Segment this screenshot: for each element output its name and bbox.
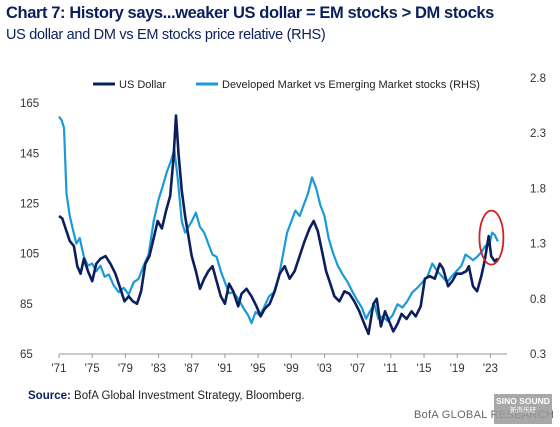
x-tick-label: '99	[284, 363, 299, 375]
chart-subtitle: US dollar and DM vs EM stocks price rela…	[6, 27, 326, 43]
x-tick-label: '87	[184, 363, 199, 375]
y-tick-label: 165	[20, 98, 39, 110]
chart-title: Chart 7: History says...weaker US dollar…	[6, 4, 494, 22]
y-axis-left: 65 85 105 125 145 165	[20, 98, 39, 361]
y2-tick-label: 0.8	[530, 294, 546, 306]
watermark-logo: SINO SOUND 新声乐研	[494, 394, 552, 424]
watermark-line1: SINO SOUND	[496, 396, 550, 406]
y2-tick-label: 1.3	[530, 239, 546, 251]
series-line-dm-vs-em	[58, 115, 499, 325]
x-tick-label: '79	[118, 363, 133, 375]
y2-tick-label: 2.8	[530, 73, 546, 85]
y-tick-label: 65	[20, 349, 33, 361]
x-tick-label: '83	[151, 363, 166, 375]
y2-tick-label: 1.8	[530, 183, 546, 195]
y-tick-label: 145	[20, 148, 39, 160]
x-tick-label: '91	[217, 363, 232, 375]
x-tick-label: '07	[350, 363, 365, 375]
x-tick-label: '23	[483, 363, 498, 375]
x-tick-label: '03	[317, 363, 332, 375]
legend-label: Developed Market vs Emerging Market stoc…	[222, 79, 480, 91]
highlight-circle	[478, 209, 505, 266]
x-tick-label: '71	[52, 363, 67, 375]
source-note: Source: BofA Global Investment Strategy,…	[28, 390, 305, 402]
x-tick-label: '11	[384, 363, 398, 375]
chart-legend: US Dollar Developed Market vs Emerging Ma…	[93, 79, 480, 91]
y-tick-label: 125	[20, 198, 39, 210]
x-tick-label: '75	[85, 363, 100, 375]
x-axis: '71 '75 '79 '83 '87 '91 '95 '99 '03 '07 '11 '15 '19 '…	[52, 354, 498, 375]
y-tick-label: 105	[20, 249, 39, 261]
y2-tick-label: 2.3	[530, 128, 546, 140]
y-tick-label: 85	[20, 299, 33, 311]
x-tick-label: '15	[417, 363, 432, 375]
legend-label: US Dollar	[119, 79, 166, 91]
y-axis-right: 0.3 0.8 1.3 1.8 2.3 2.8	[530, 73, 546, 361]
series-line-us-dollar	[58, 114, 499, 336]
x-tick-label: '95	[251, 363, 266, 375]
source-text: BofA Global Investment Strategy, Bloombe…	[74, 390, 305, 402]
watermark-line2: 新声乐研	[510, 407, 536, 414]
y2-tick-label: 0.3	[530, 349, 546, 361]
source-label: Source:	[28, 390, 71, 402]
series-layer	[58, 114, 499, 336]
x-tick-label: '19	[450, 363, 465, 375]
